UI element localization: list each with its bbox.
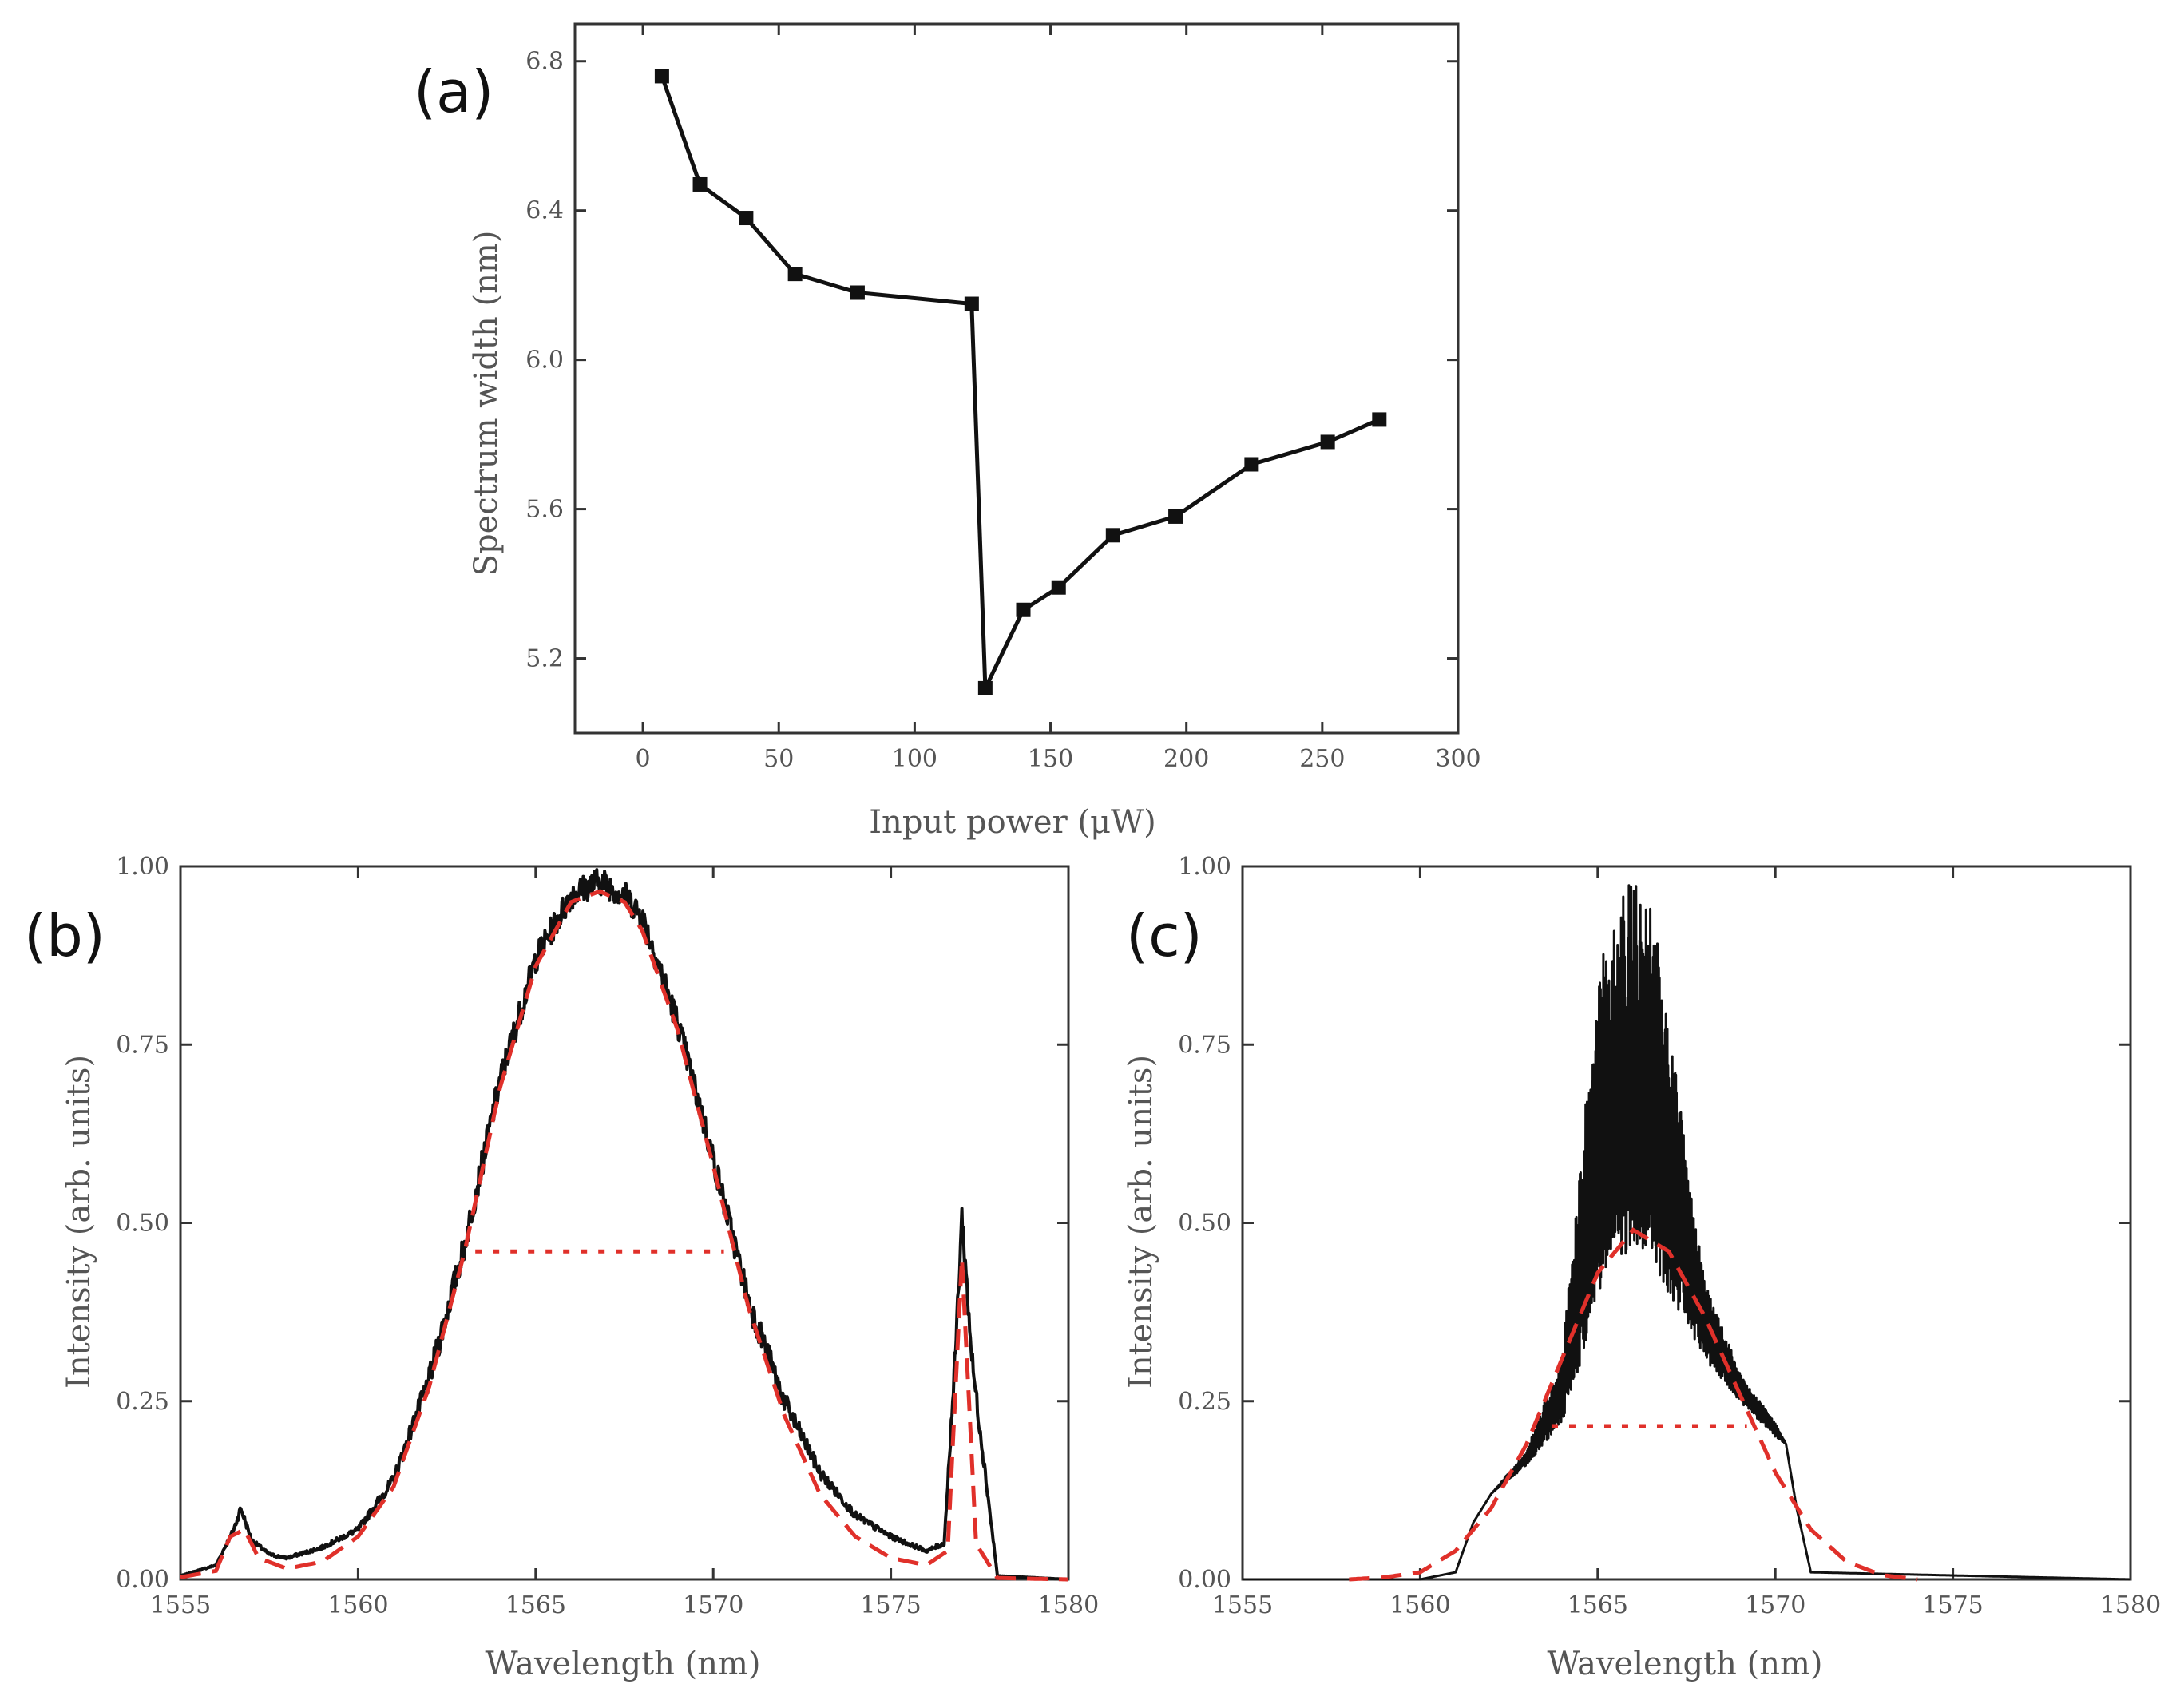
panel-c-x-tick-label: 1555	[1212, 1591, 1273, 1619]
panel-c-y-axis-label: Intensity (arb. units)	[1123, 1055, 1159, 1389]
panel-a-x-tick-label: 150	[1028, 745, 1073, 773]
panel-a-data-point	[1244, 457, 1259, 472]
panel-b-plot-frame	[179, 865, 1070, 1581]
panel-a-x-axis-label: Input power (μW)	[869, 804, 1155, 841]
panel-c-y-tick-label: 0.00	[1178, 1566, 1231, 1594]
panel-a-x-tick-label: 200	[1163, 745, 1209, 773]
panel-c-fit-curve	[1349, 1227, 1918, 1582]
panel-c-y-tick-label: 1.00	[1178, 853, 1231, 881]
panel-b-x-tick-label: 1555	[150, 1591, 211, 1619]
panel-a-y-tick-label: 6.4	[525, 197, 564, 225]
panel-a-x-tick-label: 50	[763, 745, 794, 773]
panel-a-data-point	[1051, 580, 1066, 595]
panel-a-data-point	[1372, 412, 1387, 427]
panel-b-x-tick-label: 1565	[505, 1591, 566, 1619]
panel-a-data-point	[977, 680, 993, 695]
panel-c-y-tick-label: 0.75	[1178, 1031, 1231, 1059]
panel-b-spectrum-chart: (b) Wavelength (nm) Intensity (arb. unit…	[24, 853, 1099, 1682]
panel-a-y-tick-label: 5.2	[525, 645, 564, 673]
panel-c-x-tick-label: 1560	[1389, 1591, 1450, 1619]
panel-a-y-tick-label: 6.0	[525, 347, 564, 374]
panel-a-plot-frame	[573, 22, 1460, 735]
panel-a-x-tick-label: 0	[636, 745, 651, 773]
panel-a-label: (a)	[414, 58, 493, 125]
panel-c-x-tick-label: 1575	[1922, 1591, 1983, 1619]
panel-b-x-tick-label: 1560	[327, 1591, 388, 1619]
panel-a-x-tick-label: 300	[1435, 745, 1480, 773]
panel-a-y-tick-label: 5.6	[525, 496, 564, 524]
panel-c-x-tick-label: 1570	[1745, 1591, 1805, 1619]
panel-a-data-point	[1320, 434, 1335, 450]
panel-a-x-tick-label: 250	[1299, 745, 1345, 773]
panel-b-y-tick-label: 0.50	[116, 1210, 169, 1238]
panel-a-data-point	[787, 267, 803, 282]
panel-a-data-point	[964, 296, 979, 311]
panel-c-y-tick-label: 0.50	[1178, 1210, 1231, 1238]
panel-a-spectrum-width-chart: (a) Input power (μW) Spectrum width (nm)…	[414, 22, 1481, 841]
panel-b-measured-spectrum	[179, 868, 1070, 1581]
panel-a-y-axis-label: Spectrum width (nm)	[468, 231, 505, 577]
panel-b-y-tick-label: 0.25	[116, 1388, 169, 1416]
panel-a-data-point	[850, 285, 865, 300]
panel-a-data-point	[1105, 528, 1120, 543]
panel-a-data-point	[654, 69, 669, 84]
panel-c-label: (c)	[1126, 902, 1203, 969]
panel-c-x-tick-label: 1565	[1568, 1591, 1628, 1619]
panel-a-data-point	[1168, 509, 1183, 524]
panel-b-y-tick-label: 0.75	[116, 1031, 169, 1059]
panel-c-measured-spectrum	[1241, 884, 2132, 1581]
panel-b-y-axis-label: Intensity (arb. units)	[61, 1055, 97, 1389]
panel-b-x-axis-label: Wavelength (nm)	[485, 1646, 760, 1682]
panel-b-x-tick-label: 1580	[1038, 1591, 1099, 1619]
panel-b-label: (b)	[24, 902, 105, 969]
panel-a-series-line	[660, 75, 1381, 689]
panel-a-data-point	[692, 176, 708, 192]
panel-c-x-tick-label: 1580	[2100, 1591, 2161, 1619]
panel-b-y-tick-label: 1.00	[116, 853, 169, 881]
panel-a-y-tick-label: 6.8	[525, 48, 564, 76]
panel-b-fit-curve	[180, 889, 1068, 1582]
panel-a-data-point	[739, 211, 754, 226]
panel-c-y-tick-label: 0.25	[1178, 1388, 1231, 1416]
panel-a-x-tick-label: 100	[892, 745, 937, 773]
panel-c-spectrum-chart: (c) Wavelength (nm) Intensity (arb. unit…	[1123, 853, 2161, 1682]
panel-b-x-tick-label: 1570	[683, 1591, 743, 1619]
panel-b-y-tick-label: 0.00	[116, 1566, 169, 1594]
panel-a-data-point	[1016, 602, 1031, 617]
panel-b-x-tick-label: 1575	[860, 1591, 921, 1619]
panel-c-x-axis-label: Wavelength (nm)	[1547, 1646, 1822, 1682]
